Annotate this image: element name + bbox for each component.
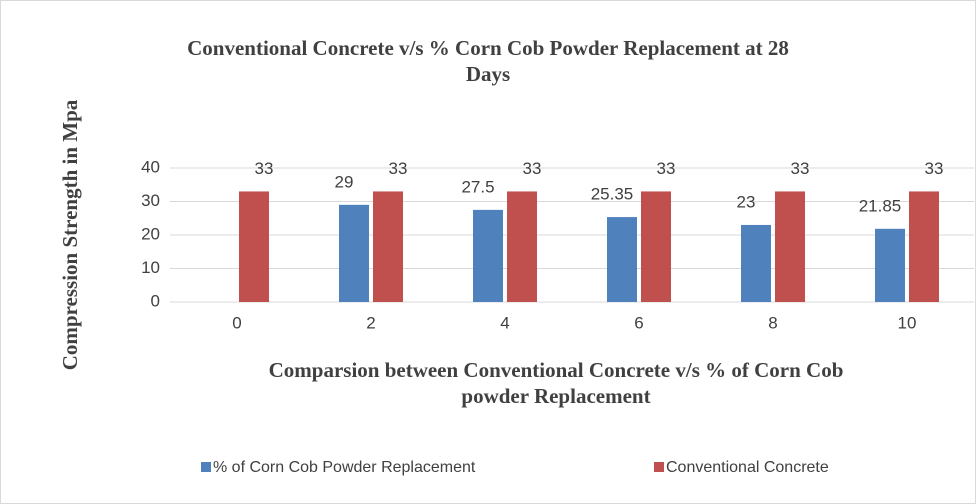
legend-swatch (654, 462, 664, 472)
bar (775, 191, 805, 302)
legend-label: % of Corn Cob Powder Replacement (213, 459, 476, 476)
x-axis-title: Comparsion between Conventional Concrete… (269, 358, 844, 408)
y-tick-label: 30 (141, 191, 160, 210)
y-tick-label: 0 (151, 291, 160, 310)
bar (741, 224, 771, 302)
data-label: 33 (925, 159, 944, 178)
data-label: 33 (389, 159, 408, 178)
data-label: 29 (335, 172, 354, 191)
bar (373, 191, 403, 302)
bar (507, 191, 537, 302)
y-tick-label: 40 (141, 157, 160, 176)
x-tick-label: 4 (500, 313, 509, 332)
bar (473, 209, 503, 302)
bar (909, 191, 939, 302)
y-axis-title: Compression Strength in Mpa (58, 99, 82, 370)
y-tick-label: 20 (141, 224, 160, 243)
y-tick-label: 10 (141, 258, 160, 277)
data-label: 23 (737, 192, 756, 211)
x-tick-label: 8 (768, 313, 777, 332)
x-tick-label: 0 (232, 313, 241, 332)
data-label: 27.5 (461, 177, 494, 196)
chart-title: Conventional Concrete v/s % Corn Cob Pow… (187, 36, 789, 86)
data-label: 33 (255, 159, 274, 178)
data-label: 33 (523, 159, 542, 178)
x-tick-label: 6 (634, 313, 643, 332)
data-label: 33 (657, 159, 676, 178)
bar (641, 191, 671, 302)
bar (239, 191, 269, 302)
data-label: 21.85 (859, 196, 902, 215)
bar (875, 228, 905, 302)
legend-label: Conventional Concrete (666, 459, 829, 476)
x-tick-label: 10 (898, 313, 917, 332)
data-label: 33 (791, 159, 810, 178)
bar (607, 217, 637, 302)
legend-swatch (201, 462, 211, 472)
bar (339, 204, 369, 302)
data-label: 25.35 (591, 185, 634, 204)
x-tick-label: 2 (366, 313, 375, 332)
